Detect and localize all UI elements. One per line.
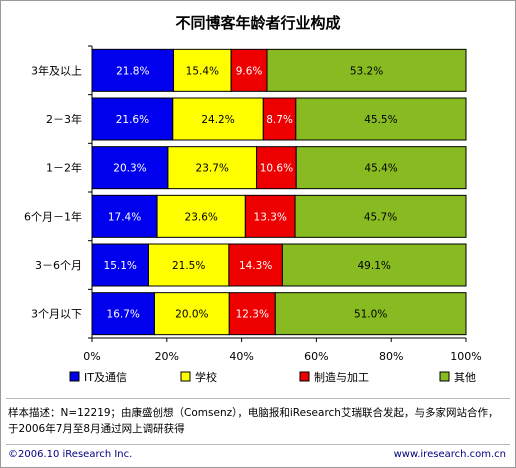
data-label: 24.2% — [201, 114, 234, 126]
data-label: 45.7% — [364, 211, 397, 223]
x-tick-label: 60% — [304, 350, 328, 363]
legend-label: 其他 — [454, 371, 476, 384]
bar-segment — [91, 292, 155, 336]
legend-swatch — [180, 371, 191, 382]
bar-segment — [153, 292, 230, 336]
legend-label: 制造与加工 — [314, 370, 369, 384]
bar-segment — [91, 243, 149, 287]
chart-bars: 21.8% 15.4% 9.6% 53.2% 21.6% 24.2% 8.7% 45.5% 20… — [91, 48, 467, 336]
copyright-text: ©2006.10 iResearch Inc. — [8, 449, 133, 460]
note-divider — [6, 398, 510, 399]
bar-segment — [228, 292, 276, 336]
data-label: 21.8% — [116, 65, 149, 77]
bar-segment — [295, 146, 467, 190]
category-label: 6个月－1年 — [24, 209, 82, 223]
bar-segment — [91, 146, 169, 190]
sample-note: 样本描述：N=12219；由康盛创想（Comsenz），电脑报和iResearc… — [8, 407, 499, 435]
data-label: 17.4% — [108, 211, 141, 223]
x-tick-label: 0% — [83, 350, 100, 363]
bar-segment — [281, 243, 467, 287]
x-tick-label: 80% — [379, 350, 403, 363]
bar-segment — [294, 194, 467, 238]
data-label: 9.6% — [236, 65, 263, 77]
x-tick-label: 100% — [450, 350, 481, 363]
data-label: 20.0% — [175, 309, 208, 321]
legend-swatch — [439, 371, 450, 382]
bar-segment — [244, 194, 296, 238]
x-tick-label: 40% — [229, 350, 253, 363]
data-label: 13.3% — [254, 211, 287, 223]
category-label: 3年及以上 — [31, 63, 82, 77]
data-label: 45.5% — [364, 114, 397, 126]
data-label: 23.7% — [196, 163, 229, 175]
bar-segment — [173, 48, 232, 92]
data-label: 20.3% — [113, 163, 146, 175]
website-url: www.iresearch.com.cn — [393, 449, 506, 460]
data-label: 10.6% — [260, 163, 293, 175]
bar-segment — [147, 243, 230, 287]
bar-segment — [91, 194, 158, 238]
data-label: 49.1% — [358, 260, 391, 272]
legend-swatch — [299, 371, 310, 382]
legend-label: IT及通信 — [84, 371, 127, 384]
bar-segment — [256, 146, 297, 190]
data-label: 8.7% — [266, 114, 293, 126]
bar-segment — [91, 97, 174, 141]
data-label: 14.3% — [239, 260, 272, 272]
data-label: 15.1% — [104, 260, 137, 272]
chart-title: 不同博客年龄者行业构成 — [175, 14, 341, 32]
category-label: 3－6个月 — [35, 259, 82, 272]
x-tick-label: 20% — [155, 350, 179, 363]
data-label: 15.4% — [186, 65, 219, 77]
data-label: 12.3% — [236, 309, 269, 321]
footer-divider — [6, 444, 510, 445]
data-label: 45.4% — [364, 163, 397, 175]
bar-segment — [274, 292, 467, 336]
bar-segment — [172, 97, 264, 141]
bar-segment — [262, 97, 297, 141]
category-label: 1－2年 — [46, 161, 82, 175]
bar-segment — [230, 48, 268, 92]
data-label: 53.2% — [350, 65, 383, 77]
chart-legend: IT及通信 学校 制造与加工 其他 — [69, 370, 476, 384]
category-label: 3个月以下 — [31, 308, 82, 321]
chart-axes: 0% 20% 40% 60% 80% 100% 3年及以上 2－3年 1－2年 6个月－1年 3－6… — [24, 45, 482, 363]
legend-swatch — [69, 371, 80, 382]
category-label: 2－3年 — [46, 112, 82, 126]
legend-label: 学校 — [195, 370, 217, 384]
bar-segment — [295, 97, 467, 141]
bar-segment — [266, 48, 467, 92]
stacked-bar-chart: 0% 20% 40% 60% 80% 100% 3年及以上 2－3年 1－2年 6个月－1年 3－6… — [24, 45, 482, 384]
data-label: 51.0% — [354, 309, 387, 321]
bar-segment — [91, 48, 175, 92]
data-label: 21.6% — [116, 114, 149, 126]
data-label: 23.6% — [185, 211, 218, 223]
bar-segment — [156, 194, 246, 238]
data-label: 21.5% — [172, 260, 205, 272]
data-label: 16.7% — [107, 309, 140, 321]
